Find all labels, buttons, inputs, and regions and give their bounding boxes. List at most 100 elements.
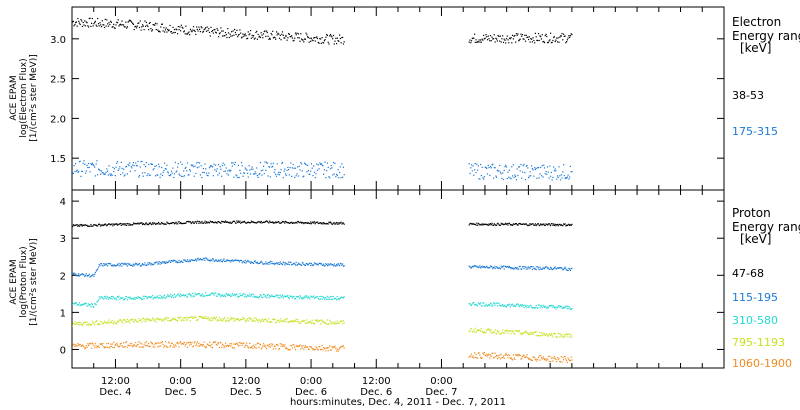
data-point bbox=[194, 341, 196, 343]
data-point bbox=[218, 172, 220, 174]
data-point bbox=[205, 168, 207, 170]
proton-legend-310-580: 310-580 bbox=[732, 314, 778, 327]
data-point bbox=[131, 224, 133, 226]
data-point bbox=[278, 294, 280, 297]
data-point bbox=[245, 296, 247, 298]
data-point bbox=[507, 171, 509, 173]
data-point bbox=[195, 172, 197, 174]
data-point bbox=[569, 306, 571, 308]
data-point bbox=[497, 222, 499, 224]
data-point bbox=[280, 345, 282, 347]
data-point bbox=[492, 352, 494, 354]
data-point bbox=[272, 348, 274, 350]
data-point bbox=[142, 175, 144, 177]
data-point bbox=[242, 317, 244, 319]
data-point bbox=[335, 323, 337, 325]
data-point bbox=[205, 27, 207, 29]
data-point bbox=[323, 347, 325, 349]
data-point bbox=[494, 352, 496, 354]
data-point bbox=[559, 306, 561, 308]
data-point bbox=[155, 165, 157, 167]
data-point bbox=[534, 223, 536, 225]
data-point bbox=[246, 169, 248, 171]
data-point bbox=[113, 223, 115, 225]
data-point bbox=[146, 264, 148, 266]
data-point bbox=[189, 320, 192, 322]
data-point bbox=[473, 265, 475, 267]
data-point bbox=[540, 305, 542, 307]
data-point bbox=[557, 305, 559, 307]
data-point bbox=[253, 262, 255, 265]
data-point bbox=[183, 295, 185, 297]
data-point bbox=[151, 29, 154, 31]
data-point bbox=[567, 37, 569, 39]
data-point bbox=[169, 346, 171, 348]
data-point bbox=[133, 28, 135, 31]
data-point bbox=[220, 222, 222, 224]
data-point bbox=[287, 263, 289, 265]
data-point bbox=[522, 265, 524, 268]
data-point bbox=[556, 361, 558, 363]
data-point bbox=[569, 359, 571, 361]
data-point bbox=[88, 303, 90, 305]
data-point bbox=[209, 318, 211, 320]
data-point bbox=[271, 261, 273, 263]
data-point bbox=[266, 263, 268, 265]
data-point bbox=[220, 27, 222, 29]
data-point bbox=[217, 29, 219, 31]
data-point bbox=[311, 319, 313, 321]
data-point bbox=[279, 34, 281, 36]
data-point bbox=[486, 329, 488, 331]
data-point bbox=[175, 171, 177, 173]
data-point bbox=[218, 293, 220, 295]
data-point bbox=[278, 222, 281, 224]
data-point bbox=[319, 320, 321, 322]
data-point bbox=[178, 29, 180, 31]
data-point bbox=[249, 317, 251, 319]
data-point bbox=[523, 163, 525, 165]
data-point bbox=[204, 295, 206, 297]
data-point bbox=[246, 342, 248, 344]
data-point bbox=[268, 38, 270, 40]
data-point bbox=[323, 173, 325, 175]
data-point bbox=[192, 222, 195, 224]
data-point bbox=[259, 172, 261, 175]
data-point bbox=[158, 318, 160, 320]
data-point bbox=[320, 163, 322, 165]
data-point bbox=[161, 320, 163, 322]
data-point bbox=[310, 40, 312, 42]
data-point bbox=[112, 166, 114, 168]
data-point bbox=[269, 37, 271, 39]
data-point bbox=[505, 305, 507, 307]
data-point bbox=[80, 19, 82, 21]
data-point bbox=[332, 38, 334, 40]
data-point bbox=[313, 349, 316, 351]
data-point bbox=[284, 295, 286, 297]
data-point bbox=[192, 317, 195, 319]
data-point bbox=[196, 220, 198, 222]
data-point bbox=[272, 222, 274, 224]
data-point bbox=[81, 344, 84, 346]
data-point bbox=[227, 320, 230, 322]
data-point bbox=[108, 297, 110, 299]
data-point bbox=[185, 260, 187, 262]
data-point bbox=[122, 346, 124, 348]
data-point bbox=[342, 176, 344, 178]
data-point bbox=[259, 35, 261, 37]
data-point bbox=[260, 260, 262, 262]
data-point bbox=[75, 344, 77, 346]
data-point bbox=[332, 346, 335, 348]
data-point bbox=[157, 295, 159, 297]
data-point bbox=[177, 341, 179, 344]
data-point bbox=[165, 345, 167, 347]
data-point bbox=[306, 34, 308, 36]
data-point bbox=[171, 295, 173, 297]
data-point bbox=[267, 344, 269, 346]
data-point bbox=[152, 169, 154, 171]
proton-data-points bbox=[72, 220, 573, 363]
data-point bbox=[476, 357, 478, 359]
data-point bbox=[109, 173, 111, 175]
data-point bbox=[216, 260, 218, 262]
data-point bbox=[212, 258, 214, 260]
data-point bbox=[289, 261, 291, 263]
